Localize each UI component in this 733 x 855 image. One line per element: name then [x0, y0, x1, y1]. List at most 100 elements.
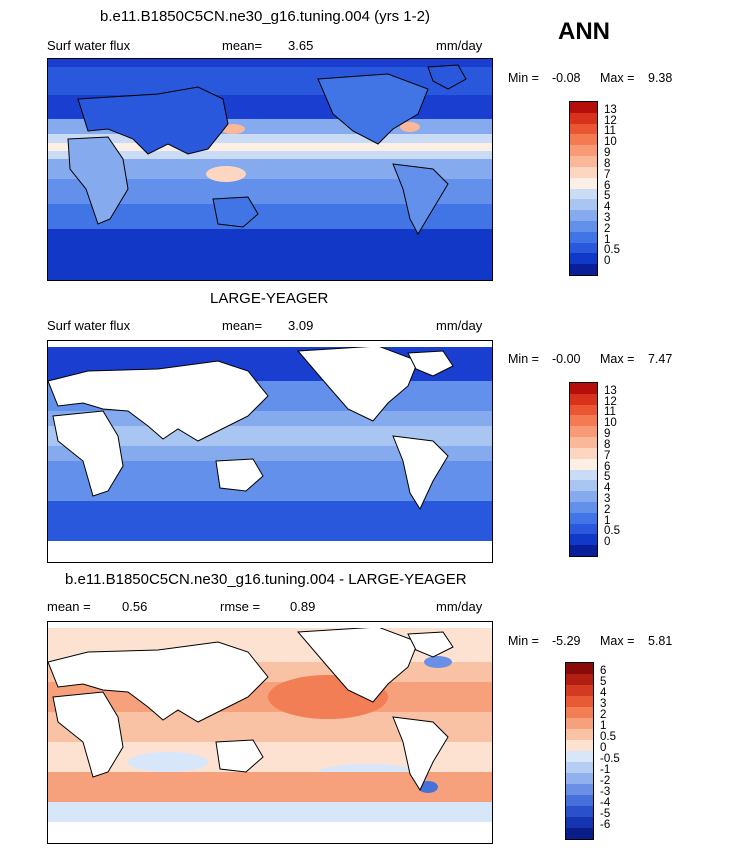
colorbar-swatch — [566, 773, 593, 784]
panel-2-variable: Surf water flux — [47, 318, 131, 333]
panel-3-colorbar-labels: 6 5 4 3 2 1 0.5 0 -0.5 -1 -2 -3 -4 -5 -6 — [600, 662, 640, 838]
panel-3-map — [47, 621, 493, 844]
panel-3-colorbar — [565, 662, 594, 840]
colorbar-swatch — [570, 253, 597, 265]
colorbar-swatch — [566, 762, 593, 773]
panel-3-mean-value: 0.56 — [122, 599, 148, 614]
panel-2-colorbar — [569, 382, 598, 557]
colorbar-swatch — [570, 264, 597, 275]
colorbar-swatch — [566, 707, 593, 718]
colorbar-tick-label: 7 — [604, 168, 611, 181]
panel-3-max-label: Max = — [600, 634, 635, 648]
colorbar-swatch — [566, 806, 593, 817]
colorbar-swatch — [570, 480, 597, 492]
colorbar-swatch — [570, 545, 597, 556]
colorbar-swatch — [566, 795, 593, 806]
colorbar-swatch — [570, 199, 597, 211]
colorbar-swatch — [570, 404, 597, 416]
panel-1-max-value: 9.38 — [648, 71, 673, 85]
colorbar-swatch — [570, 177, 597, 189]
colorbar-tick-label: 12 — [604, 395, 617, 408]
panel-2-max-label: Max = — [600, 352, 635, 366]
panel-3-min-label: Min = — [508, 634, 539, 648]
colorbar-tick-label: -1 — [600, 764, 611, 776]
colorbar-swatch — [566, 685, 593, 696]
colorbar-swatch — [570, 415, 597, 427]
colorbar-swatch — [570, 447, 597, 459]
colorbar-swatch — [570, 210, 597, 221]
colorbar-tick-label: -4 — [600, 797, 611, 809]
colorbar-swatch — [570, 112, 597, 124]
colorbar-tick-label: 6 — [604, 179, 611, 192]
colorbar-tick-label: -5 — [600, 808, 611, 820]
panel-2-min-value: -0.00 — [552, 352, 581, 366]
colorbar-tick-label: 11 — [604, 125, 616, 138]
colorbar-swatch — [570, 393, 597, 405]
colorbar-swatch — [570, 426, 597, 438]
panel-1-units: mm/day — [436, 38, 483, 53]
panel-2-min-label: Min = — [508, 352, 539, 366]
panel-1-colorbar — [569, 101, 598, 276]
colorbar-swatch — [566, 784, 593, 795]
colorbar-tick-label: 4 — [604, 201, 611, 214]
colorbar-tick-label: 4 — [604, 482, 611, 495]
panel-1-title: b.e11.B1850C5CN.ne30_g16.tuning.004 (yrs… — [100, 8, 430, 25]
colorbar-swatch — [570, 102, 597, 113]
colorbar-tick-label: 10 — [604, 417, 617, 430]
colorbar-swatch — [566, 674, 593, 685]
panel-2-units: mm/day — [436, 318, 483, 333]
colorbar-swatch — [566, 817, 593, 828]
panel-1-mean-label: mean= — [222, 38, 263, 53]
colorbar-swatch — [570, 242, 597, 254]
panel-2-mean-label: mean= — [222, 318, 263, 333]
colorbar-swatch — [570, 469, 597, 481]
colorbar-tick-label: 9 — [604, 428, 611, 441]
colorbar-tick-label: 3 — [604, 211, 611, 224]
colorbar-tick-label: 3 — [604, 492, 611, 505]
colorbar-tick-label: 1 — [604, 233, 611, 246]
colorbar-tick-label: -3 — [600, 786, 611, 798]
colorbar-swatch — [570, 501, 597, 513]
panel-1-map — [47, 58, 493, 281]
colorbar-swatch — [566, 729, 593, 740]
colorbar-tick-label: 6 — [600, 665, 607, 677]
panel-2-max-value: 7.47 — [648, 352, 673, 366]
colorbar-tick-label: 10 — [604, 136, 617, 149]
colorbar-tick-label: 8 — [604, 157, 611, 170]
colorbar-tick-label: 5 — [604, 190, 611, 203]
colorbar-tick-label: 13 — [604, 103, 617, 116]
colorbar-tick-label: 4 — [600, 687, 607, 699]
colorbar-swatch — [570, 383, 597, 394]
colorbar-swatch — [566, 696, 593, 707]
colorbar-tick-label: 9 — [604, 147, 611, 160]
colorbar-swatch — [566, 751, 593, 762]
panel-3-mean-label: mean = — [47, 599, 91, 614]
panel-3-rmse-value: 0.89 — [290, 599, 316, 614]
panel-1-max-label: Max = — [600, 71, 635, 85]
colorbar-swatch — [570, 458, 597, 470]
colorbar-tick-label: 1 — [604, 514, 611, 527]
colorbar-swatch — [570, 523, 597, 535]
panel-3-title: b.e11.B1850C5CN.ne30_g16.tuning.004 - LA… — [65, 571, 467, 588]
colorbar-tick-label: 0.5 — [604, 244, 620, 257]
colorbar-swatch — [570, 156, 597, 167]
colorbar-tick-label: 2 — [604, 222, 611, 235]
colorbar-swatch — [570, 166, 597, 178]
panel-2-colorbar-labels: 13 12 11 10 9 8 7 6 5 4 3 2 1 0.5 0 — [604, 382, 644, 555]
colorbar-tick-label: 13 — [604, 384, 617, 397]
panel-3-max-value: 5.81 — [648, 634, 673, 648]
panel-1-colorbar-labels: 13 12 11 10 9 8 7 6 5 4 3 2 1 0.5 0 — [604, 101, 644, 274]
panel-2-mean-value: 3.09 — [288, 318, 314, 333]
colorbar-tick-label: 0.5 — [604, 525, 620, 538]
colorbar-tick-label: 8 — [604, 438, 611, 451]
colorbar-swatch — [570, 123, 597, 135]
panel-1-min-value: -0.08 — [552, 71, 581, 85]
colorbar-swatch — [570, 134, 597, 146]
colorbar-tick-label: 0 — [604, 536, 611, 549]
colorbar-tick-label: 1 — [600, 720, 607, 732]
colorbar-tick-label: 12 — [604, 114, 617, 127]
colorbar-tick-label: -6 — [600, 819, 611, 831]
panel-3-rmse-label: rmse = — [220, 599, 261, 614]
colorbar-tick-label: 0 — [600, 742, 607, 754]
colorbar-swatch — [566, 718, 593, 729]
